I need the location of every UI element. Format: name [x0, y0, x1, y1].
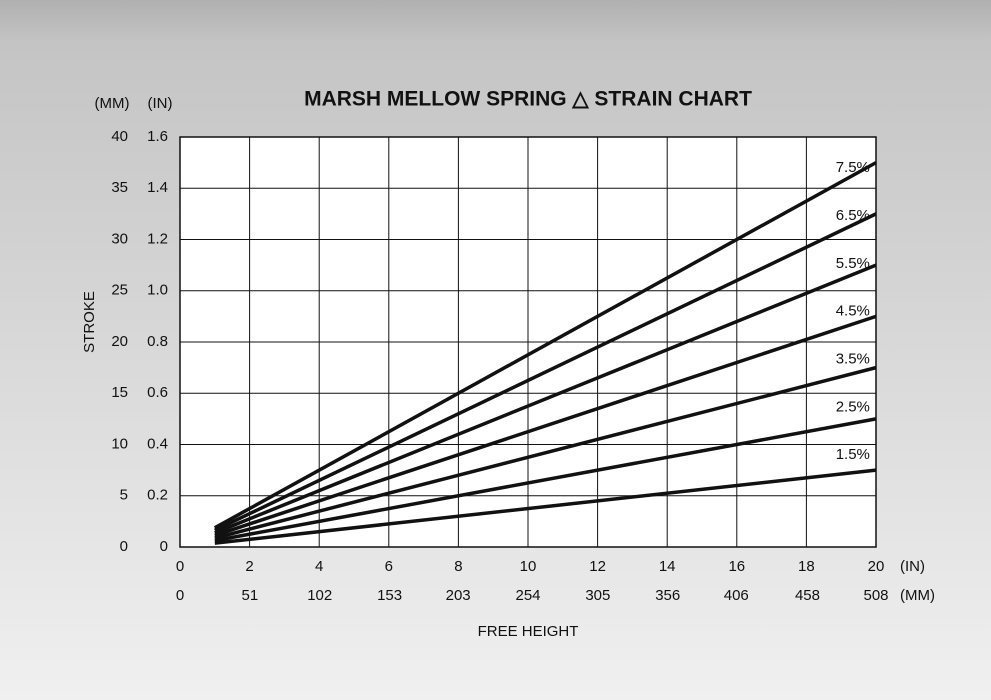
- y2-tick-label: 5: [120, 487, 128, 504]
- x-tick-label: 0: [176, 558, 184, 575]
- x-tick-label: 12: [589, 558, 606, 575]
- series-label: 6.5%: [836, 207, 870, 224]
- x2-tick-label: 153: [377, 587, 402, 604]
- x-tick-label: 18: [798, 558, 815, 575]
- x2-tick-label: 356: [655, 587, 680, 604]
- y-unit: (IN): [148, 95, 173, 112]
- series-label: 2.5%: [836, 398, 870, 415]
- series-label: 1.5%: [836, 446, 870, 463]
- series-label: 5.5%: [836, 255, 870, 272]
- x2-unit: (MM): [900, 587, 935, 604]
- data-line: [214, 212, 877, 532]
- x-tick-label: 4: [315, 558, 323, 575]
- y-tick-label: 1.0: [147, 282, 168, 299]
- x2-tick-label: 203: [446, 587, 471, 604]
- x-tick-label: 6: [385, 558, 393, 575]
- data-line: [214, 314, 877, 538]
- plot-frame: [179, 136, 877, 548]
- y-axis-label: STROKE: [81, 291, 98, 353]
- y-tick-label: 0.6: [147, 384, 168, 401]
- x2-tick-label: 51: [242, 587, 259, 604]
- x2-tick-label: 508: [863, 587, 888, 604]
- y-tick-label: 0.2: [147, 487, 168, 504]
- y2-tick-label: 35: [111, 179, 128, 196]
- y-tick-label: 1.4: [147, 179, 168, 196]
- data-line: [214, 263, 877, 535]
- data-line: [214, 468, 877, 545]
- x-tick-label: 14: [659, 558, 676, 575]
- x-tick-label: 8: [454, 558, 462, 575]
- data-line: [214, 365, 877, 540]
- x-axis-label: FREE HEIGHT: [478, 623, 579, 640]
- y2-tick-label: 15: [111, 384, 128, 401]
- y2-tick-label: 25: [111, 282, 128, 299]
- x2-tick-label: 406: [724, 587, 749, 604]
- y2-tick-label: 30: [111, 230, 128, 247]
- y-tick-label: 0: [160, 538, 168, 555]
- series-label: 7.5%: [836, 159, 870, 176]
- y2-tick-label: 0: [120, 538, 128, 555]
- y-tick-label: 1.6: [147, 128, 168, 145]
- x2-tick-label: 254: [515, 587, 540, 604]
- x-tick-label: 2: [245, 558, 253, 575]
- x2-tick-label: 305: [585, 587, 610, 604]
- x-tick-label: 20: [868, 558, 885, 575]
- x-unit: (IN): [900, 558, 925, 575]
- series-label: 4.5%: [836, 303, 870, 320]
- y-tick-label: 1.2: [147, 230, 168, 247]
- x-tick-label: 16: [728, 558, 745, 575]
- y2-tick-label: 40: [111, 128, 128, 145]
- y-tick-label: 0.8: [147, 333, 168, 350]
- x-tick-label: 10: [520, 558, 537, 575]
- data-line: [213, 161, 877, 530]
- series-label: 3.5%: [836, 351, 870, 368]
- chart-title: MARSH MELLOW SPRING △ STRAIN CHART: [304, 88, 752, 111]
- x2-tick-label: 458: [795, 587, 820, 604]
- y-tick-label: 0.4: [147, 435, 168, 452]
- y2-tick-label: 20: [111, 333, 128, 350]
- y2-unit: (MM): [95, 95, 130, 112]
- data-line: [214, 417, 877, 543]
- x2-tick-label: 102: [307, 587, 332, 604]
- x2-tick-label: 0: [176, 587, 184, 604]
- y2-tick-label: 10: [111, 435, 128, 452]
